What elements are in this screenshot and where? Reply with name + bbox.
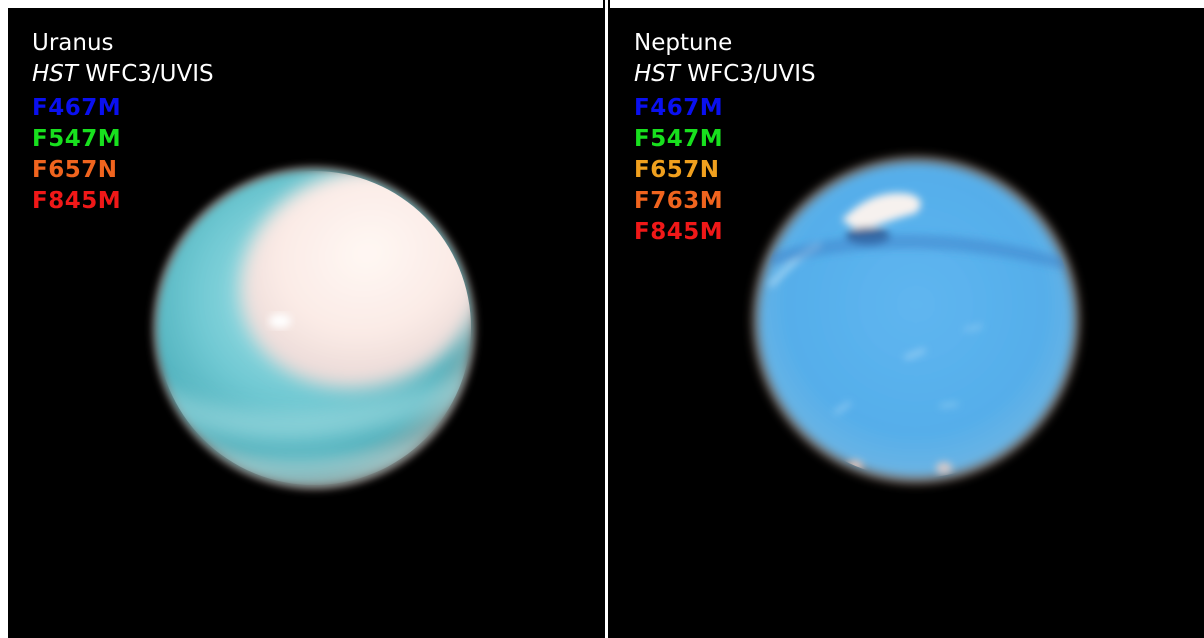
instrument-label: HST WFC3/UVIS [634, 59, 816, 89]
neptune-label-block: Neptune HST WFC3/UVIS F467M F547M F657N … [634, 28, 816, 248]
filter-label: F763M [634, 188, 724, 214]
neptune-south-cloud [936, 462, 952, 474]
planet-name: Neptune [634, 30, 733, 56]
neptune-cloud-streak [904, 348, 926, 360]
filter-label: F547M [634, 126, 724, 152]
neptune-image [752, 156, 1080, 484]
uranus-band [157, 368, 471, 441]
neptune-cloud-streak [939, 402, 959, 408]
camera-label: WFC3/UVIS [679, 61, 816, 87]
neptune-cloud-streak [964, 324, 983, 332]
filter-label: F657N [634, 157, 720, 183]
planet-name: Uranus [32, 30, 114, 56]
instrument-label: HST WFC3/UVIS [32, 59, 214, 89]
uranus-image [152, 166, 476, 490]
uranus-storm-spot [269, 314, 291, 328]
uranus-label-block: Uranus HST WFC3/UVIS F467M F547M F657N F… [32, 28, 214, 217]
neptune-bright-cloud [842, 193, 921, 232]
camera-label: WFC3/UVIS [77, 61, 214, 87]
uranus-polar-cap [239, 171, 471, 389]
filter-label: F845M [634, 219, 724, 245]
filter-label: F467M [32, 95, 122, 121]
neptune-cloud-streak [833, 401, 852, 415]
filter-label: F657N [32, 157, 118, 183]
neptune-dark-belt [770, 234, 1065, 270]
telescope-label: HST [634, 61, 680, 87]
uranus-panel: Uranus HST WFC3/UVIS F467M F547M F657N F… [8, 8, 603, 638]
filter-label: F467M [634, 95, 724, 121]
neptune-panel: Neptune HST WFC3/UVIS F467M F547M F657N … [610, 8, 1204, 638]
filter-label: F547M [32, 126, 122, 152]
panel-divider [605, 0, 608, 638]
telescope-label: HST [32, 61, 78, 87]
filter-label: F845M [32, 188, 122, 214]
